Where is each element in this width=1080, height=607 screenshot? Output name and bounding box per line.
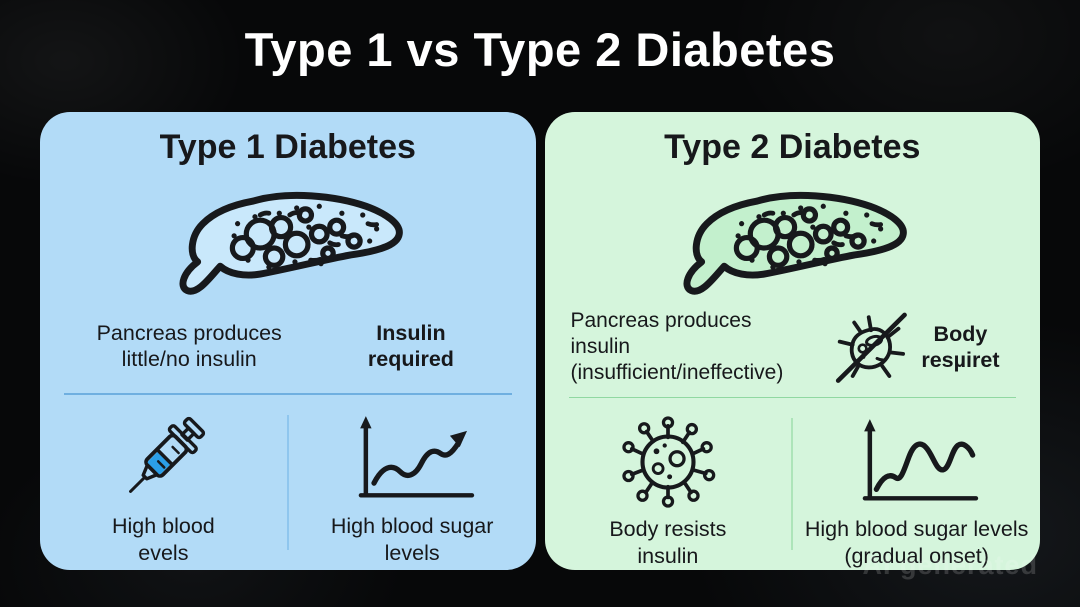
type2-resistance-label: Body resists insulin (609, 517, 727, 569)
type1-chart-cell: High blood sugar levels (289, 399, 536, 570)
type2-fact-insulin: Body resµiret (921, 321, 1000, 372)
type2-chart-cell: High blood sugar levels (gradual onset) (793, 402, 1040, 570)
type1-fact-pancreas: Pancreas produces little/no insulin (96, 320, 282, 371)
type2-fact-pancreas: Pancreas produces insulin (insufficient/… (570, 309, 784, 384)
type1-heading: Type 1 Diabetes (159, 128, 416, 166)
type2-horizontal-divider (568, 396, 1016, 399)
type1-bottom-row: High blood evels High blood sugar levels (40, 399, 536, 570)
type2-resistance-cell: Body resists insulin (545, 402, 792, 570)
type2-fact-row: Pancreas produces insulin (insufficient/… (545, 301, 1041, 383)
type1-horizontal-divider (64, 393, 512, 395)
type1-treatment-label: High blood evels (111, 514, 215, 565)
blocked-cell-icon (836, 312, 908, 383)
type2-bottom-row: Body resists insulin High blood sugar le… (545, 402, 1041, 570)
pancreas-icon (545, 175, 1041, 301)
type2-vertical-divider (791, 418, 794, 550)
type1-card: Type 1 Diabetes (40, 112, 536, 570)
type1-fact-row: Pancreas produces little/no insulin Insu… (40, 303, 536, 377)
fluctuating-chart-icon (847, 410, 986, 514)
pancreas-icon (40, 175, 536, 303)
type1-chart-label: High blood sugar levels (330, 514, 494, 565)
rising-chart-icon (343, 407, 482, 511)
ai-generated-watermark: AI generated (862, 550, 1038, 580)
type1-vertical-divider (286, 415, 289, 550)
type2-card: Type 2 Diabetes (544, 112, 1041, 570)
syringe-icon (112, 407, 214, 511)
type2-heading: Type 2 Diabetes (664, 128, 921, 166)
comparison-cards: Type 1 Diabetes (40, 112, 1040, 570)
virus-cell-icon (617, 410, 719, 514)
type1-treatment-cell: High blood evels (40, 399, 287, 570)
type1-fact-insulin: Insulin required (367, 320, 454, 371)
type2-chart-label: High blood sugar levels (gradual onset) (804, 517, 1029, 569)
type2-fact-insulin-group: Body resµiret (815, 305, 1014, 389)
page-title: Type 1 vs Type 2 Diabetes (244, 23, 836, 76)
